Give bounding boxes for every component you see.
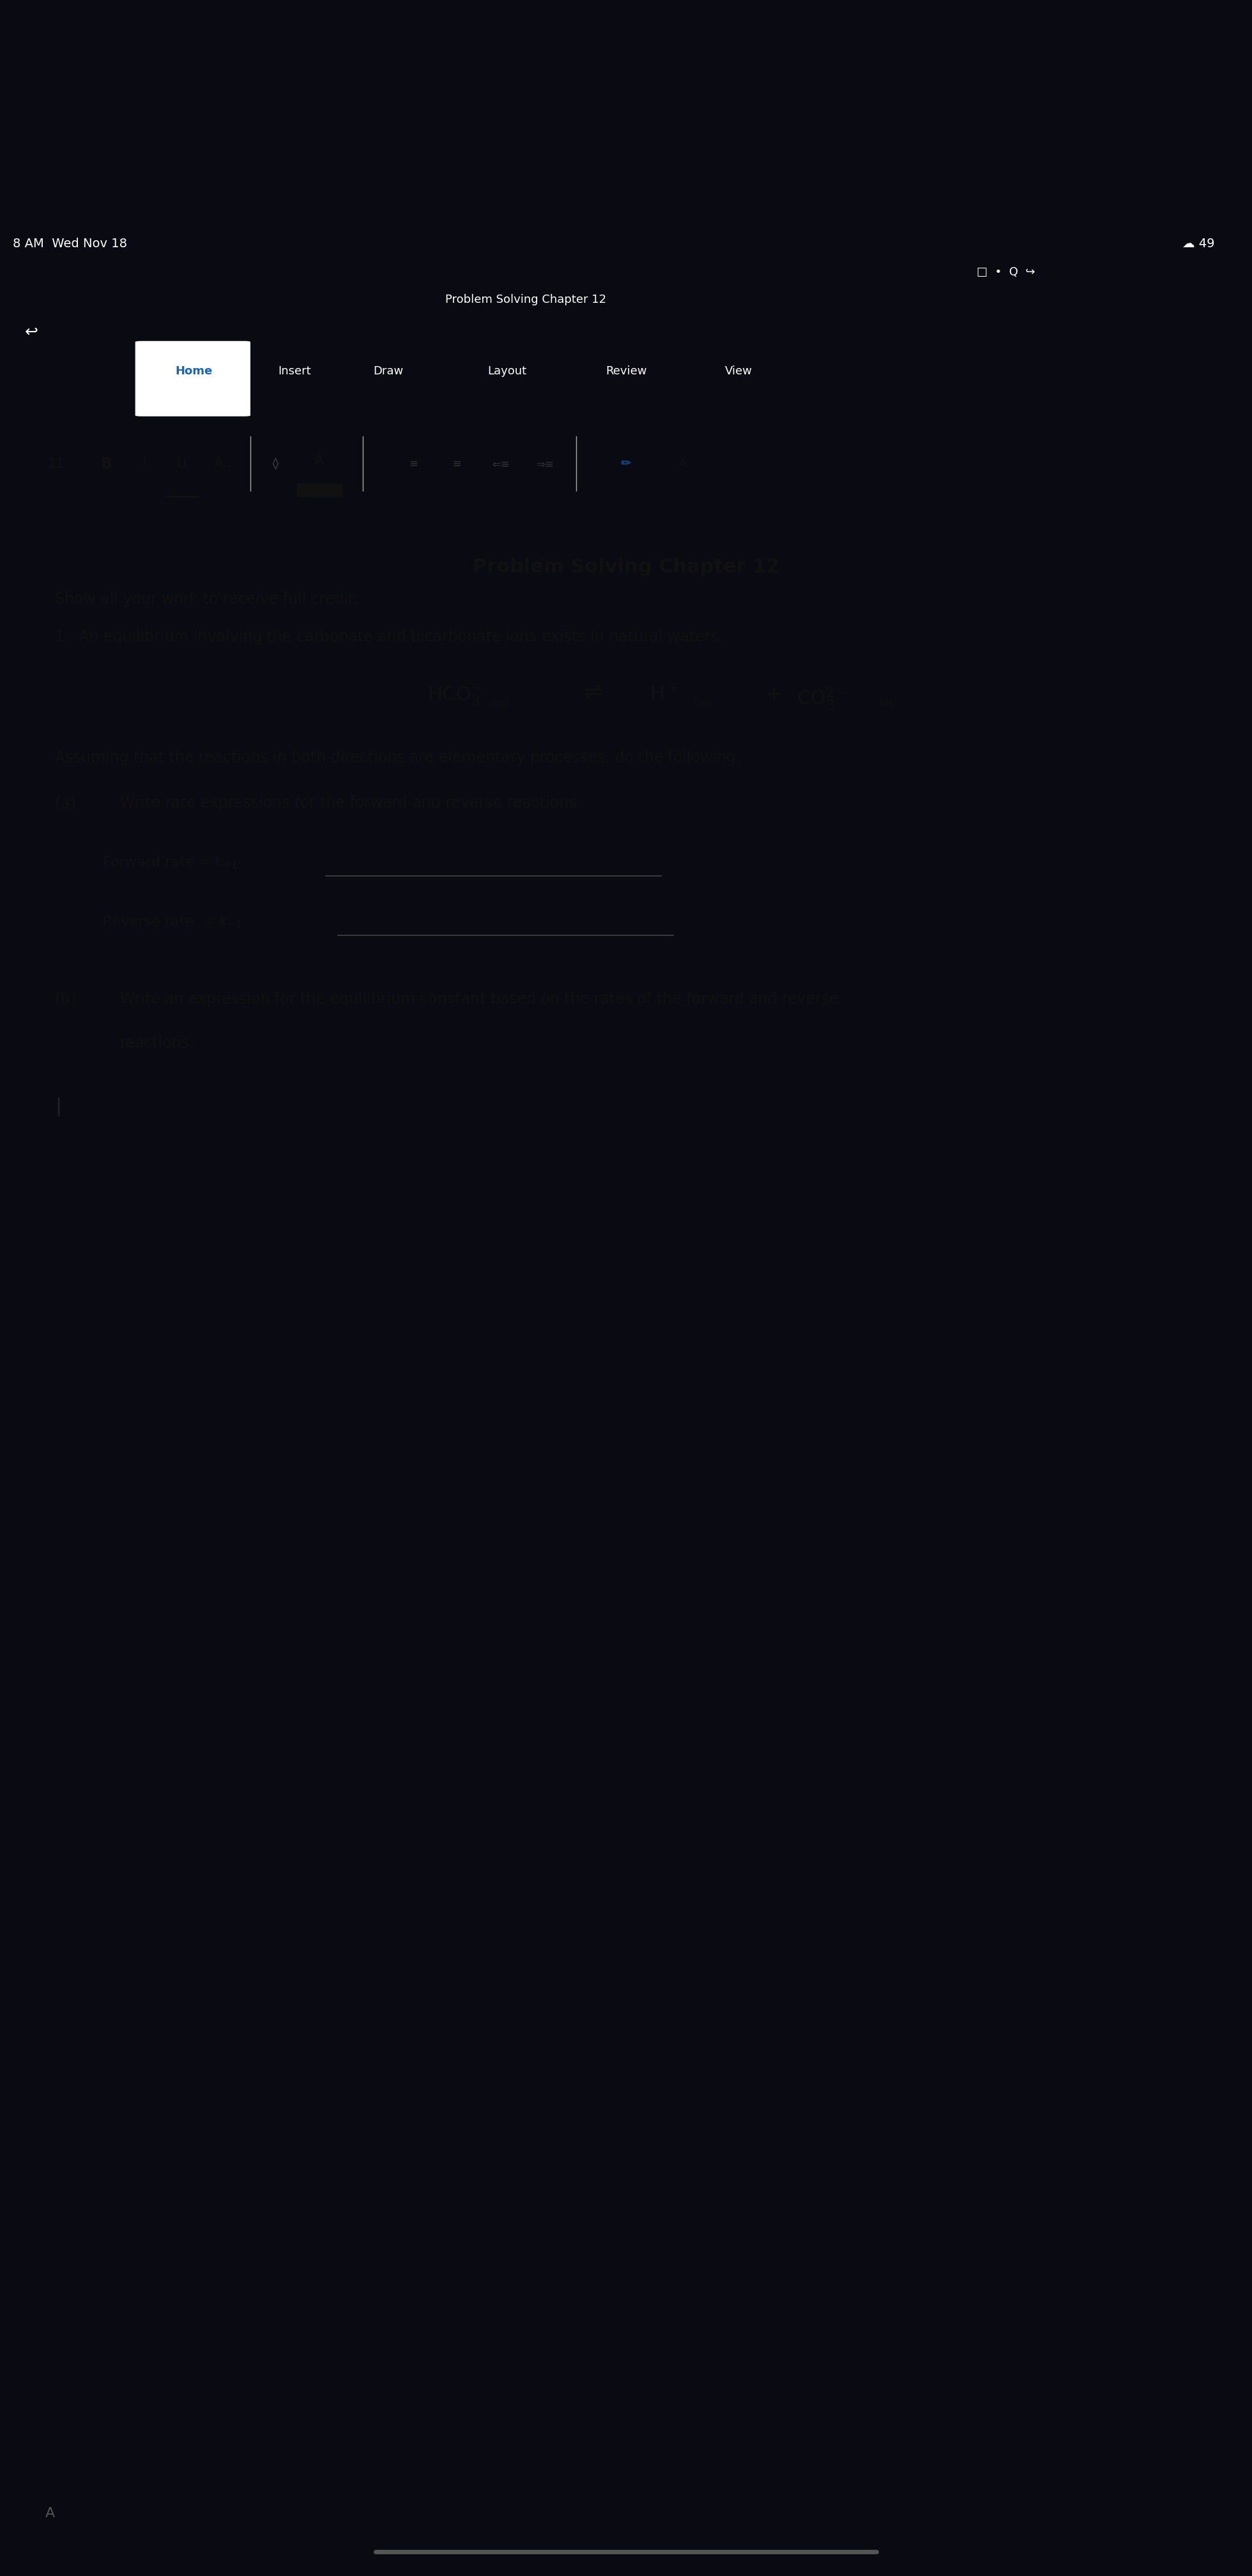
Text: |: | bbox=[55, 1097, 61, 1115]
Text: ⇐≡: ⇐≡ bbox=[492, 459, 510, 469]
Text: Write rate expressions for the forward and reverse reactions.: Write rate expressions for the forward a… bbox=[120, 796, 581, 811]
Text: Show all your work to receive full credit.: Show all your work to receive full credi… bbox=[55, 592, 359, 608]
FancyBboxPatch shape bbox=[135, 340, 250, 417]
Bar bbox=[297, 484, 342, 497]
Text: Draw: Draw bbox=[373, 366, 403, 376]
Text: ☁ 49: ☁ 49 bbox=[1182, 237, 1214, 250]
Text: ✏: ✏ bbox=[621, 459, 631, 469]
Text: ≡: ≡ bbox=[408, 459, 418, 469]
Text: ◊: ◊ bbox=[273, 459, 278, 469]
Text: Insert: Insert bbox=[278, 366, 310, 376]
Text: Forward rate = $k_{+1}$: Forward rate = $k_{+1}$ bbox=[103, 855, 238, 871]
Text: Layout: Layout bbox=[487, 366, 527, 376]
Text: $\mathrm{_{(aq)}}$: $\mathrm{_{(aq)}}$ bbox=[694, 698, 711, 708]
Text: Home: Home bbox=[175, 366, 213, 376]
Text: A..: A.. bbox=[214, 459, 232, 469]
Text: Review: Review bbox=[606, 366, 646, 376]
Text: View: View bbox=[725, 366, 752, 376]
Text: □  •  Q  ↪: □ • Q ↪ bbox=[977, 268, 1035, 278]
Text: $\mathrm{_{(aq)}}$: $\mathrm{_{(aq)}}$ bbox=[491, 698, 510, 708]
Text: 11: 11 bbox=[48, 459, 65, 469]
Text: $\mathrm{_{(aq)}}$: $\mathrm{_{(aq)}}$ bbox=[879, 698, 898, 708]
Text: Write an expression for the equilibrium constant based on the rates of the forwa: Write an expression for the equilibrium … bbox=[120, 992, 839, 1007]
Text: Problem Solving Chapter 12: Problem Solving Chapter 12 bbox=[472, 559, 780, 577]
Text: Problem Solving Chapter 12: Problem Solving Chapter 12 bbox=[446, 294, 606, 304]
Text: 8 AM  Wed Nov 18: 8 AM Wed Nov 18 bbox=[13, 237, 126, 250]
Text: B: B bbox=[100, 456, 113, 471]
Text: ⇒≡: ⇒≡ bbox=[536, 459, 553, 469]
Text: (a): (a) bbox=[55, 796, 76, 811]
Text: $\mathrm{HCO_3^-}$: $\mathrm{HCO_3^-}$ bbox=[427, 685, 485, 708]
Text: Reverse rate  = $k_{-1}$: Reverse rate = $k_{-1}$ bbox=[103, 914, 242, 930]
Text: A: A bbox=[314, 453, 324, 466]
Text: reactions.: reactions. bbox=[120, 1036, 194, 1051]
Text: A: A bbox=[45, 2506, 55, 2519]
Text: ≡: ≡ bbox=[452, 459, 462, 469]
Text: U: U bbox=[177, 459, 187, 469]
Text: Á: Á bbox=[679, 459, 686, 469]
Text: $\mathrm{CO_3^{2-}}$: $\mathrm{CO_3^{2-}}$ bbox=[796, 685, 849, 711]
Text: $\rightleftharpoons$: $\rightleftharpoons$ bbox=[578, 683, 602, 703]
Text: $+$: $+$ bbox=[765, 685, 781, 703]
Text: $\mathrm{H^+}$: $\mathrm{H^+}$ bbox=[650, 685, 679, 703]
Text: 1.  An equilibrium involving the carbonate and bicarbonate ions exists in natura: 1. An equilibrium involving the carbonat… bbox=[55, 629, 724, 644]
Text: ↩: ↩ bbox=[25, 325, 39, 340]
Text: Assuming that the reactions in both directions are elementary processes, do the : Assuming that the reactions in both dire… bbox=[55, 750, 741, 765]
Text: (b): (b) bbox=[55, 992, 76, 1007]
Text: I: I bbox=[141, 459, 146, 469]
